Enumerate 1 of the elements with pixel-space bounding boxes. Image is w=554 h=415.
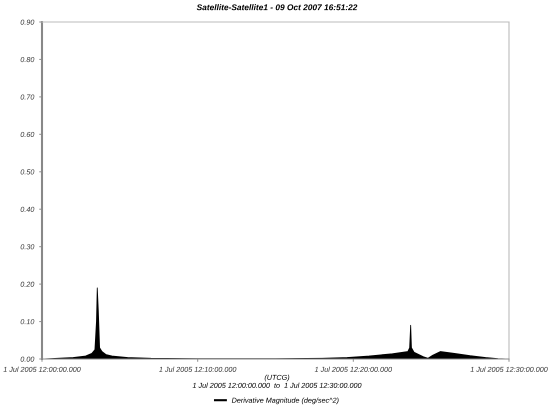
chart-title: Satellite-Satellite1 - 09 Oct 2007 16:51:22 [196, 4, 358, 10]
